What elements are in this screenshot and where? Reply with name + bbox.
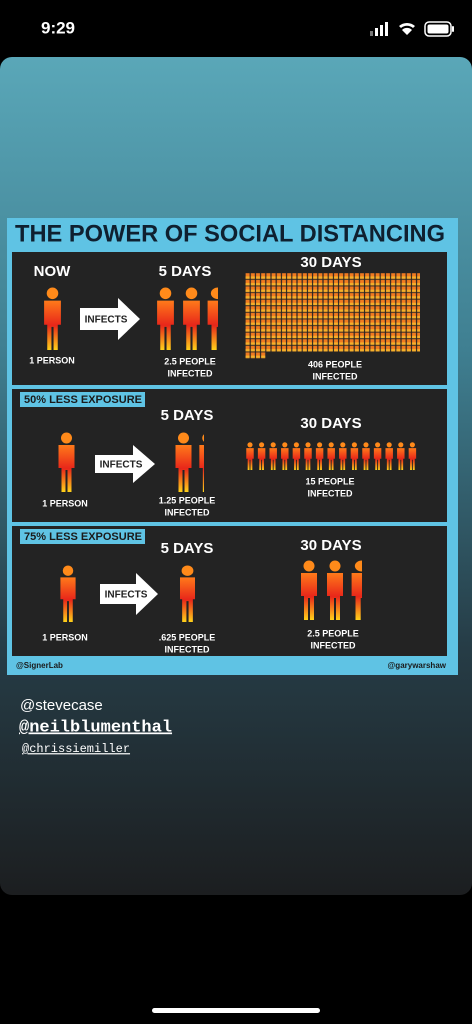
mention[interactable]: @chrissiemiller bbox=[22, 742, 130, 756]
graphic bbox=[12, 526, 447, 656]
graphic bbox=[380, 25, 383, 36]
five-days-label: 5 DAYS bbox=[161, 540, 214, 557]
graphic bbox=[95, 445, 155, 483]
mention[interactable]: @neilblumenthal bbox=[19, 718, 172, 737]
graphic bbox=[375, 28, 378, 36]
five-days-caption: INFECTED bbox=[168, 368, 214, 378]
graphic bbox=[80, 298, 140, 340]
thirty-days-label: 30 DAYS bbox=[300, 537, 361, 554]
graphic bbox=[385, 22, 388, 36]
five-days-caption: 1.25 PEOPLE bbox=[159, 495, 216, 505]
graphic bbox=[20, 529, 145, 544]
panel-header: 75% LESS EXPOSURE bbox=[24, 531, 142, 543]
infographic-title: THE POWER OF SOCIAL DISTANCING bbox=[15, 220, 445, 247]
thirty-days-label: 30 DAYS bbox=[300, 415, 361, 432]
graphic bbox=[370, 31, 373, 36]
panel-header: 50% LESS EXPOSURE bbox=[24, 394, 142, 406]
arrow bbox=[80, 298, 140, 340]
graphic bbox=[424, 21, 452, 37]
thirty-days-caption: 406 PEOPLE bbox=[308, 359, 362, 369]
crowd bbox=[245, 273, 420, 352]
five-days-caption: INFECTED bbox=[165, 644, 211, 654]
credit-left: @SignerLab bbox=[16, 661, 63, 670]
start-caption: 1 PERSON bbox=[42, 498, 88, 508]
graphic bbox=[399, 22, 415, 35]
arrow-label: INFECTS bbox=[85, 315, 128, 326]
infographic: THE POWER OF SOCIAL DISTANCING NOW INFEC… bbox=[7, 218, 458, 675]
thirty-days-caption: INFECTED bbox=[308, 488, 354, 498]
thirty-days-caption: INFECTED bbox=[311, 640, 357, 650]
start-caption: 1 PERSON bbox=[42, 632, 88, 642]
five-days-label: 5 DAYS bbox=[161, 407, 214, 424]
graphic bbox=[20, 392, 145, 407]
credit-right: @garywarshaw bbox=[388, 661, 447, 670]
start-label: NOW bbox=[34, 263, 72, 280]
thirty-days-label: 30 DAYS bbox=[300, 254, 361, 271]
five-days-caption: .625 PEOPLE bbox=[159, 632, 216, 642]
thirty-days-caption: 2.5 PEOPLE bbox=[307, 628, 359, 638]
arrow-label: INFECTS bbox=[100, 460, 143, 471]
arrow-label: INFECTS bbox=[105, 590, 148, 601]
graphic bbox=[100, 573, 158, 615]
status-icons bbox=[370, 21, 454, 37]
thirty-days-caption: INFECTED bbox=[313, 371, 359, 381]
five-days-label: 5 DAYS bbox=[159, 263, 212, 280]
home-indicator bbox=[152, 1008, 320, 1013]
status-time: 9:29 bbox=[41, 18, 75, 37]
graphic bbox=[427, 24, 449, 34]
start-caption: 1 PERSON bbox=[29, 355, 75, 365]
graphic bbox=[452, 26, 454, 32]
graphic bbox=[245, 352, 266, 359]
five-days-caption: INFECTED bbox=[165, 507, 211, 517]
five-days-caption: 2.5 PEOPLE bbox=[164, 356, 216, 366]
thirty-days-caption: 15 PEOPLE bbox=[305, 476, 354, 486]
mention[interactable]: @stevecase bbox=[20, 697, 103, 714]
